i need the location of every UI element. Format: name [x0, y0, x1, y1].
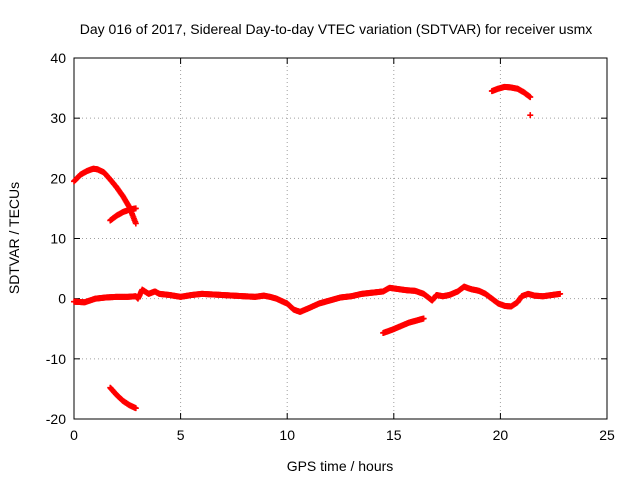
y-tick-label: 30: [50, 110, 66, 126]
x-axis-label: GPS time / hours: [287, 458, 394, 474]
y-tick-label: 20: [50, 170, 66, 186]
axis-ticks: 0 5 10 15 20 25 -20 -10 0 10 20 30 40: [46, 50, 615, 443]
x-tick-label: 0: [70, 427, 78, 443]
x-tick-label: 20: [493, 427, 509, 443]
x-tick-label: 25: [599, 427, 615, 443]
plot-frame: [73, 57, 608, 420]
data-point: [527, 94, 534, 101]
x-tick-label: 15: [386, 427, 402, 443]
data-point: [557, 290, 564, 297]
series-main-track: [71, 283, 564, 315]
x-tick-label: 5: [177, 427, 185, 443]
data-point: [420, 315, 427, 322]
y-tick-label: 10: [50, 231, 66, 247]
series-arc-neg: [380, 315, 427, 336]
data-point: [132, 205, 139, 212]
series-arc-mid: [107, 205, 139, 224]
data-points: [71, 83, 564, 412]
series-arc-low: [107, 384, 139, 412]
y-tick-label: -10: [46, 351, 66, 367]
y-axis-label: SDTVAR / TECUs: [6, 182, 22, 294]
data-point: [132, 220, 139, 227]
grid: [74, 58, 607, 419]
data-point: [527, 112, 534, 119]
series-arc-top: [488, 83, 534, 101]
y-tick-label: 40: [50, 50, 66, 66]
chart-title: Day 016 of 2017, Sidereal Day-to-day VTE…: [80, 21, 593, 37]
data-point: [132, 405, 139, 412]
y-tick-label: -20: [46, 411, 66, 427]
y-tick-label: 0: [58, 291, 66, 307]
x-tick-label: 10: [279, 427, 295, 443]
series-arc-high: [71, 165, 139, 227]
series-outlier: [527, 112, 534, 119]
